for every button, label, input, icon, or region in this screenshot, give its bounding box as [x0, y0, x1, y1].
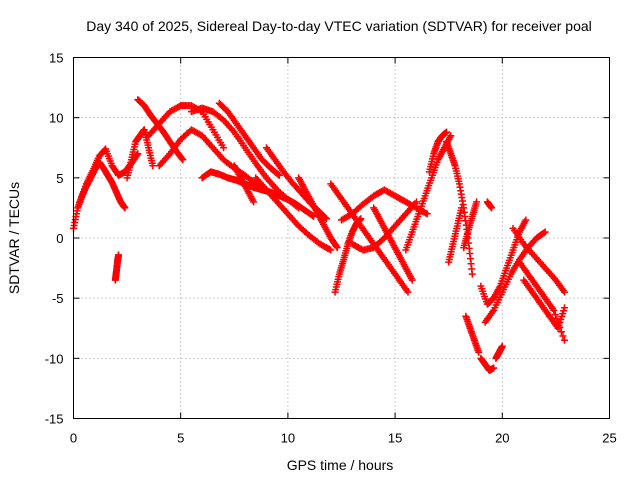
data-point: [149, 162, 157, 170]
data-point: [490, 364, 498, 372]
series-arc-25: [462, 312, 483, 356]
data-point: [522, 216, 530, 224]
data-point: [134, 150, 142, 158]
data-point: [333, 244, 341, 252]
x-tick-label: 0: [70, 431, 77, 446]
data-point: [274, 170, 282, 178]
data-point: [408, 276, 416, 284]
y-tick-label: 15: [49, 51, 63, 66]
data-point: [560, 304, 568, 312]
y-tick-label: -15: [45, 412, 64, 427]
series-arc-23: [445, 204, 466, 266]
data-point: [220, 144, 228, 152]
data-point: [475, 348, 483, 356]
y-tick-label: -10: [45, 351, 64, 366]
data-point: [308, 211, 316, 219]
y-tick-label: 5: [56, 171, 63, 186]
grid: [73, 57, 610, 419]
series-arc-06: [145, 102, 228, 152]
data-point: [115, 251, 123, 259]
series-arc-21: [425, 128, 451, 176]
series-arc-31: [509, 224, 568, 296]
plot-frame: [73, 57, 610, 419]
data-point: [327, 246, 335, 254]
data-point: [275, 171, 283, 179]
data-points: [70, 96, 568, 374]
data-point: [404, 288, 412, 296]
x-tick-label: 20: [495, 431, 509, 446]
series-arc-29: [477, 216, 530, 308]
data-point: [498, 342, 506, 350]
series-arc-10: [215, 99, 283, 179]
series-arc-19: [370, 204, 416, 284]
data-point: [551, 310, 559, 318]
x-tick-label: 25: [602, 431, 616, 446]
series-arc-01: [70, 158, 129, 232]
series-arc-27: [483, 198, 496, 212]
data-point: [178, 155, 186, 163]
chart-title: Day 340 of 2025, Sidereal Day-to-day VTE…: [86, 18, 592, 34]
x-tick-label: 15: [388, 431, 402, 446]
data-point: [559, 332, 567, 340]
data-point: [447, 132, 455, 140]
data-point: [458, 204, 466, 212]
series-arc-09: [198, 168, 318, 220]
x-tick-label: 10: [281, 431, 295, 446]
series-arc-20: [402, 132, 455, 254]
data-point: [488, 204, 496, 212]
series-arc-02: [76, 145, 142, 206]
data-point: [413, 198, 421, 206]
series-arc-04: [123, 126, 157, 182]
x-tick-label: 5: [177, 431, 184, 446]
data-point: [560, 336, 568, 344]
series-arc-12: [252, 174, 335, 254]
data-point: [121, 204, 129, 212]
data-point: [473, 198, 481, 206]
series-arc-11: [230, 162, 258, 206]
data-point: [250, 198, 258, 206]
series-arc-28: [492, 342, 506, 362]
data-point: [468, 270, 476, 278]
data-point: [325, 245, 333, 253]
tick-labels: 0 5 10 15 20 25 -15 -10 -5 0 5 10 15: [45, 51, 617, 446]
series-arc-03: [111, 251, 123, 284]
y-tick-label: 0: [56, 231, 63, 246]
data-point: [557, 328, 565, 336]
data-point: [332, 242, 340, 250]
data-point: [422, 209, 430, 217]
data-point: [541, 228, 549, 236]
data-point: [179, 156, 187, 164]
y-tick-label: 10: [49, 111, 63, 126]
series-arc-22: [443, 138, 476, 278]
data-point: [423, 210, 431, 218]
series-arc-32: [515, 258, 568, 344]
y-axis-label: SDTVAR / TECUs: [6, 182, 22, 294]
series-arc-17: [338, 186, 431, 224]
data-point: [560, 288, 568, 296]
series-arc-26: [477, 354, 498, 374]
data-point: [443, 128, 451, 136]
data-point: [540, 229, 548, 237]
data-point: [550, 306, 558, 314]
series-arc-24: [460, 198, 481, 252]
series-arc-14: [295, 174, 341, 252]
x-axis-label: GPS time / hours: [287, 457, 394, 473]
y-tick-label: -5: [52, 291, 64, 306]
series-arc-33: [520, 276, 568, 332]
